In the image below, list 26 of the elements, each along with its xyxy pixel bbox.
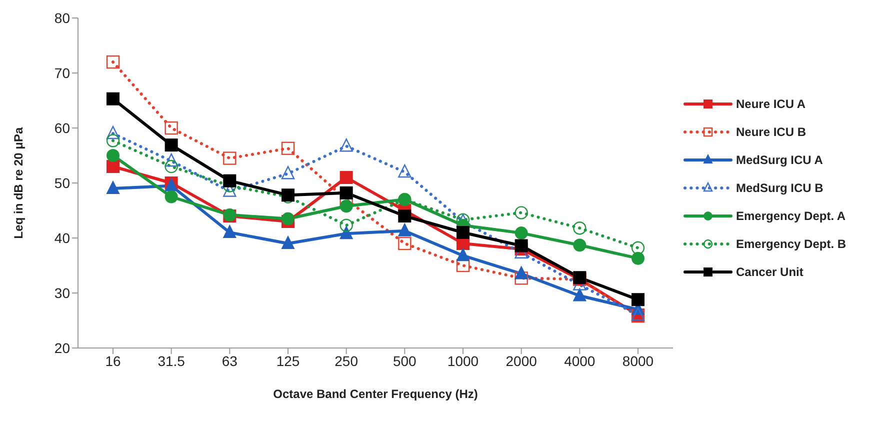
x-axis-title: Octave Band Center Frequency (Hz) (273, 387, 478, 401)
x-tick-label: 8000 (622, 352, 654, 369)
legend-label: Neure ICU A (736, 97, 806, 111)
x-tick-label: 1000 (447, 352, 479, 369)
y-axis-title: Leq in dB re 20 μPa (11, 126, 26, 239)
x-tick-label: 500 (392, 352, 417, 369)
legend-label: Emergency Dept. B (736, 237, 846, 251)
x-tick-label: 4000 (564, 352, 596, 369)
x-tick-label: 16 (105, 352, 121, 369)
x-tick-label: 31.5 (158, 352, 186, 369)
y-tick-label: 60 (54, 120, 70, 136)
x-tick-label: 2000 (506, 352, 538, 369)
y-tick-label: 70 (54, 64, 70, 81)
legend-label: Cancer Unit (736, 265, 804, 279)
legend-label: Emergency Dept. A (736, 209, 846, 223)
y-tick-label: 20 (54, 340, 70, 356)
legend-label: Neure ICU B (736, 125, 806, 139)
x-tick-label: 250 (334, 352, 358, 369)
legend-label: MedSurg ICU B (736, 181, 824, 195)
x-tick-label: 63 (222, 352, 238, 369)
y-tick-label: 50 (54, 174, 70, 191)
x-tick-label: 125 (276, 352, 300, 369)
y-tick-label: 30 (54, 284, 70, 301)
y-tick-label: 40 (54, 230, 70, 246)
legend-label: MedSurg ICU A (736, 153, 823, 167)
y-tick-label: 80 (54, 10, 70, 26)
